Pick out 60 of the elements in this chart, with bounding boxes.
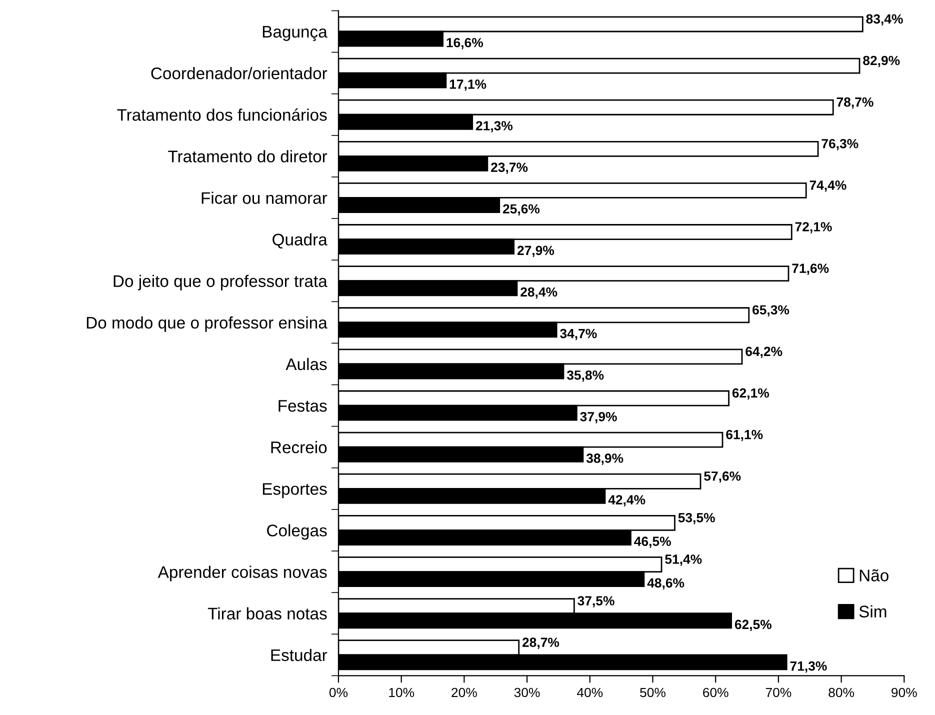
data-label: 74,4% <box>810 180 846 192</box>
y-tick-label: Recreio <box>271 441 327 454</box>
y-tick-label: Esportes <box>262 483 327 498</box>
data-label: 71,3% <box>790 661 827 673</box>
x-tick-label: 0% <box>329 688 348 698</box>
y-tick-label: Tirar boas notas <box>208 607 327 620</box>
data-label: 34,7% <box>560 328 597 340</box>
data-label: 72,1% <box>795 222 832 234</box>
y-tick-label: Aprender coisas novas <box>158 566 327 582</box>
y-tick-label: Aulas <box>286 358 327 370</box>
data-label: 23,7% <box>491 162 528 174</box>
data-label: 46,5% <box>634 536 671 548</box>
data-label: 62,5% <box>734 620 772 632</box>
data-label: 28,4% <box>520 287 558 299</box>
y-tick-label: Ficar ou namorar <box>202 192 328 204</box>
data-label: 83,4% <box>866 14 903 26</box>
data-label: 21,3% <box>476 121 513 132</box>
data-label: 76,3% <box>822 138 858 150</box>
y-tick-label: Do modo que o professor ensina <box>86 316 328 332</box>
data-label: 53,5% <box>678 512 715 524</box>
data-label: 35,8% <box>566 370 604 382</box>
x-tick-label: 30% <box>514 688 540 698</box>
y-tick-label: Coordenador/orientador <box>151 67 328 80</box>
data-label: 48,6% <box>647 578 684 590</box>
y-tick-label: Quadra <box>272 233 328 248</box>
legend-label: Não <box>860 569 888 582</box>
data-label: 61,1% <box>726 430 763 442</box>
data-label: 38,9% <box>586 454 624 465</box>
y-tick-label: Tratamento dos funcionários <box>117 108 327 121</box>
y-tick-label: Tratamento do diretor <box>168 150 328 162</box>
x-tick-label: 10% <box>389 688 414 698</box>
data-label: 71,6% <box>792 264 829 275</box>
y-tick-label: Estudar <box>271 648 328 662</box>
x-tick-label: 40% <box>576 688 603 698</box>
data-label: 25,6% <box>502 204 540 216</box>
data-label: 65,3% <box>752 305 790 316</box>
data-label: 82,9% <box>863 56 900 68</box>
legend-label: Sim <box>859 605 886 618</box>
x-tick-label: 90% <box>892 688 917 698</box>
data-label: 28,7% <box>522 638 560 649</box>
data-label: 42,4% <box>608 495 646 506</box>
data-label: 27,9% <box>517 246 554 258</box>
y-tick-label: Festas <box>278 400 327 412</box>
data-label: 78,7% <box>836 97 874 109</box>
data-label: 17,1% <box>450 80 486 91</box>
y-tick-label: Colegas <box>267 524 327 540</box>
data-label: 51,4% <box>665 554 702 566</box>
data-label: 16,6% <box>446 38 484 50</box>
x-tick-label: 20% <box>452 688 477 698</box>
y-tick-label: Bagunça <box>262 26 328 42</box>
data-label: 37,5% <box>578 596 614 608</box>
data-label: 64,2% <box>746 346 782 358</box>
data-label: 57,6% <box>704 471 741 483</box>
x-tick-label: 60% <box>703 688 728 698</box>
x-tick-label: 70% <box>766 688 792 698</box>
x-tick-label: 50% <box>640 688 666 698</box>
data-label: 37,9% <box>580 412 617 424</box>
y-tick-label: Do jeito que o professor trata <box>114 274 328 290</box>
x-tick-label: 80% <box>828 688 854 698</box>
data-label: 62,1% <box>732 388 769 400</box>
